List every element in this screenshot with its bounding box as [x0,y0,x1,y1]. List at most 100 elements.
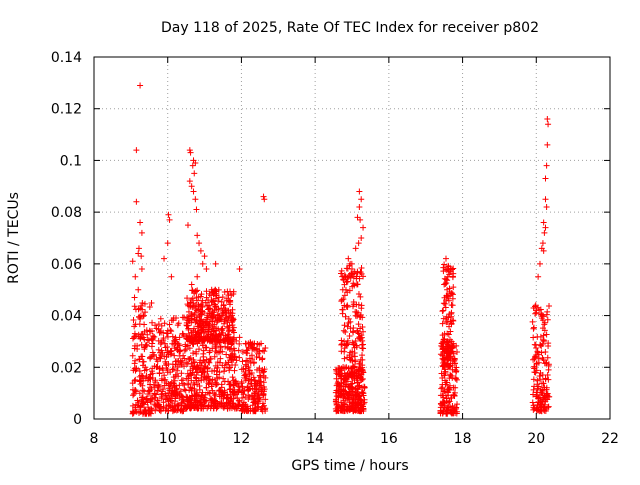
data-point [229,317,236,324]
data-point [192,402,199,409]
data-point [188,312,195,319]
data-point [543,162,550,169]
data-point [198,392,205,399]
data-point [225,331,232,338]
data-point [439,352,446,359]
data-point [338,296,345,303]
data-point [538,408,545,415]
data-point [225,359,232,366]
data-point [169,361,176,368]
data-point [187,370,194,377]
data-point [342,403,349,410]
data-point [213,381,220,388]
data-point [340,376,347,383]
data-point [207,355,214,362]
x-tick-label: 20 [527,431,545,447]
data-point [199,297,206,304]
data-point [181,382,188,389]
data-point [154,358,161,365]
data-point [213,337,220,344]
data-point [338,399,345,406]
data-point [446,362,453,369]
axis-ticks [93,56,611,420]
data-point [168,328,175,335]
data-point [214,375,221,382]
data-point [155,346,162,353]
data-point [141,300,148,307]
data-point [203,294,210,301]
data-point [156,365,163,372]
data-point [131,334,138,341]
data-point [351,368,358,375]
data-point [203,316,210,323]
data-point [186,178,193,185]
data-point [149,319,156,326]
data-point [200,347,207,354]
x-tick-label: 10 [159,431,177,447]
data-point [540,247,547,254]
data-point [242,377,249,384]
data-point [361,396,368,403]
data-point [137,381,144,388]
data-point [356,360,363,367]
data-point [230,381,237,388]
data-point [184,295,191,302]
data-point [129,408,136,415]
data-point [439,374,446,381]
data-point [137,82,144,89]
data-point [449,273,456,280]
data-point [245,386,252,393]
data-point [256,396,263,403]
data-point [192,338,199,345]
data-point [239,383,246,390]
data-point [214,359,221,366]
data-point [447,318,454,325]
data-point [174,367,181,374]
data-point [155,402,162,409]
data-point [353,281,360,288]
data-point [182,343,189,350]
data-point [445,386,452,393]
data-point [161,340,168,347]
x-tick-label: 12 [233,431,251,447]
data-point [195,329,202,336]
data-point [230,336,237,343]
data-point [356,188,363,195]
data-point [232,403,239,410]
data-point [447,328,454,335]
data-point [192,196,199,203]
data-point [248,381,255,388]
data-point [537,306,544,313]
data-point [344,278,351,285]
data-point [159,365,166,372]
data-point [347,318,354,325]
data-point [203,266,210,273]
data-point [341,272,348,279]
data-point [132,404,139,411]
data-point [144,399,151,406]
data-point [161,320,168,327]
data-point [334,407,341,414]
data-point [135,331,142,338]
data-point [227,364,234,371]
data-point [198,372,205,379]
data-point [186,345,193,352]
data-point [545,362,552,369]
data-point [445,314,452,321]
data-point [161,382,168,389]
data-point [358,408,365,415]
data-point [152,378,159,385]
data-point [195,323,202,330]
data-point [129,258,136,265]
data-point [213,349,220,356]
data-point [449,291,456,298]
data-point [342,286,349,293]
data-point [167,403,174,410]
data-point [259,356,266,363]
data-point [212,314,219,321]
data-point [194,273,201,280]
data-point [132,376,139,383]
data-point [341,345,348,352]
data-point [449,409,456,416]
